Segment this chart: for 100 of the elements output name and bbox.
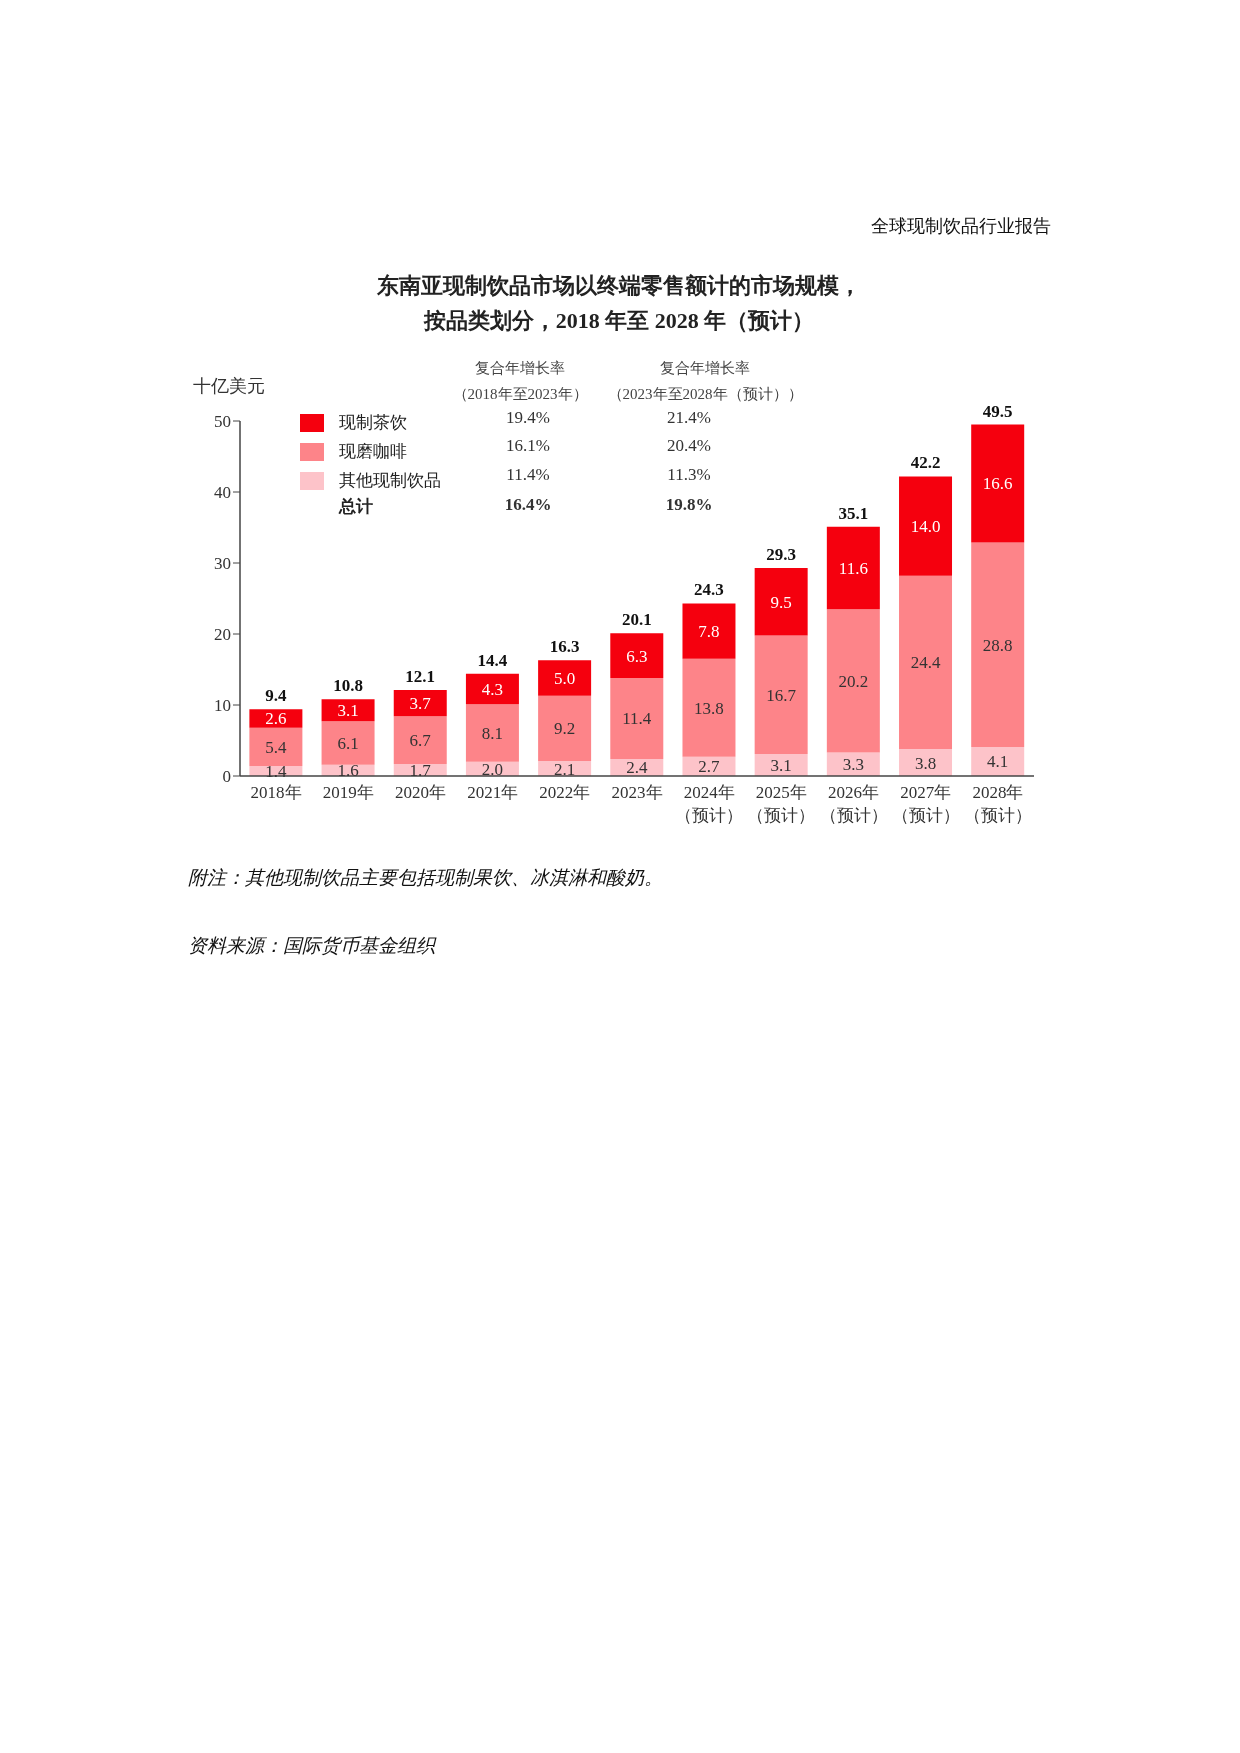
chart-title: 东南亚现制饮品市场以终端零售额计的市场规模，按品类划分，2018 年至 2028 年（预计）	[377, 273, 861, 333]
y-tick-label: 10	[214, 696, 231, 716]
data-label: 24.4	[910, 653, 941, 673]
data-label: 11.6	[838, 558, 868, 578]
annotation: 总计	[339, 497, 373, 516]
data-label: 3.3	[842, 755, 864, 775]
y-tick-label: 40	[214, 483, 231, 503]
y-tick-label: 20	[214, 625, 231, 645]
bar	[393, 716, 447, 764]
data-label: 8.1	[481, 724, 504, 744]
data-label: 9.2	[553, 719, 576, 739]
total-label: 29.3	[766, 544, 797, 564]
data-label: 6.3	[626, 646, 648, 666]
total-label: 49.5	[982, 401, 1013, 421]
bar	[682, 603, 736, 659]
x-tick-label: 2024年（预计）	[675, 783, 744, 825]
data-label: 2.0	[481, 759, 504, 779]
bar	[465, 704, 519, 762]
bar	[393, 690, 447, 717]
data-label: 3.8	[914, 753, 937, 773]
text: 附注：其他现制饮品主要包括现制果饮、冰淇淋和酸奶。	[188, 867, 663, 888]
y-tick-label: 30	[214, 554, 231, 574]
annotation: 19.4%	[506, 408, 550, 427]
bar	[971, 542, 1025, 747]
bar	[538, 695, 592, 762]
bar	[465, 673, 519, 705]
bar	[971, 424, 1025, 543]
total-label: 42.2	[910, 453, 941, 473]
x-tick-label: 2018年	[250, 783, 302, 802]
annotation: 16.1%	[506, 436, 550, 455]
y-axis-title: 十亿美元	[193, 376, 265, 396]
bar	[826, 526, 880, 610]
annotation: 16.4%	[504, 495, 552, 514]
data-label: 3.7	[409, 694, 432, 714]
bar	[899, 575, 953, 750]
data-label: 13.8	[694, 698, 724, 718]
bar	[249, 709, 303, 728]
x-tick-label: 2021年	[467, 783, 519, 802]
x-tick-label: 2026年（预计）	[819, 783, 888, 825]
bar	[610, 633, 664, 679]
data-label: 2.7	[698, 757, 721, 777]
x-tick-label: 2022年	[539, 783, 591, 802]
bar	[971, 746, 1025, 776]
data-label: 4.3	[481, 680, 504, 700]
y-tick-label: 0	[222, 767, 231, 787]
data-label: 2.4	[626, 758, 648, 778]
data-label: 14.0	[910, 517, 941, 537]
bar	[249, 727, 303, 767]
x-tick-label: 2025年（预计）	[747, 783, 816, 825]
x-tick-label: 2019年	[322, 783, 374, 802]
data-label: 16.7	[766, 685, 797, 705]
annotation: 11.3%	[667, 465, 711, 484]
data-label: 7.8	[698, 622, 720, 642]
x-tick-label: 2028年（预计）	[963, 783, 1032, 825]
x-tick-label: 2027年（预计）	[891, 783, 960, 825]
data-label: 3.1	[337, 701, 359, 721]
total-label: 20.1	[621, 610, 652, 630]
bar	[826, 609, 880, 753]
data-label: 2.1	[553, 759, 576, 779]
bar	[754, 567, 808, 636]
annotation: 19.8%	[665, 495, 713, 514]
annotation: 21.4%	[667, 408, 711, 427]
data-label: 2.6	[265, 709, 287, 729]
bar	[321, 721, 375, 765]
text: 复合年增长率（2023年至2028年（预计））	[607, 360, 803, 402]
data-label: 4.1	[987, 752, 1009, 772]
data-label: 20.2	[838, 671, 869, 691]
bar	[610, 678, 664, 759]
data-label: 6.7	[409, 731, 432, 751]
total-label: 9.4	[265, 686, 288, 706]
total-label: 35.1	[838, 503, 869, 523]
total-label: 12.1	[405, 667, 436, 687]
annotation: 11.4%	[506, 465, 550, 484]
bar	[321, 699, 375, 722]
text: 复合年增长率（2018年至2023年）	[452, 360, 588, 402]
data-label: 16.6	[982, 474, 1013, 494]
data-label: 28.8	[982, 635, 1013, 655]
total-label: 14.4	[477, 650, 508, 670]
bar	[899, 476, 953, 576]
data-label: 9.5	[770, 592, 792, 612]
annotation: 20.4%	[667, 436, 711, 455]
bar	[754, 635, 808, 754]
legend-label: 其他现制饮品	[339, 471, 441, 490]
y-tick-label: 50	[214, 412, 231, 432]
total-label: 10.8	[333, 676, 363, 696]
data-label: 6.1	[337, 733, 359, 753]
bar	[682, 658, 736, 757]
data-label: 5.0	[553, 669, 576, 689]
data-label: 3.1	[770, 755, 792, 775]
x-tick-label: 2023年	[611, 783, 663, 802]
text: 资料来源：国际货币基金组织	[188, 935, 435, 956]
data-label: 11.4	[622, 709, 652, 729]
data-label: 5.4	[265, 737, 288, 757]
text: 全球现制饮品行业报告	[871, 216, 1051, 236]
total-label: 24.3	[694, 580, 724, 600]
bar	[538, 660, 592, 696]
legend-label: 现磨咖啡	[339, 442, 407, 461]
legend-label: 现制茶饮	[339, 413, 407, 432]
x-tick-label: 2020年	[394, 783, 446, 802]
total-label: 16.3	[549, 637, 580, 657]
